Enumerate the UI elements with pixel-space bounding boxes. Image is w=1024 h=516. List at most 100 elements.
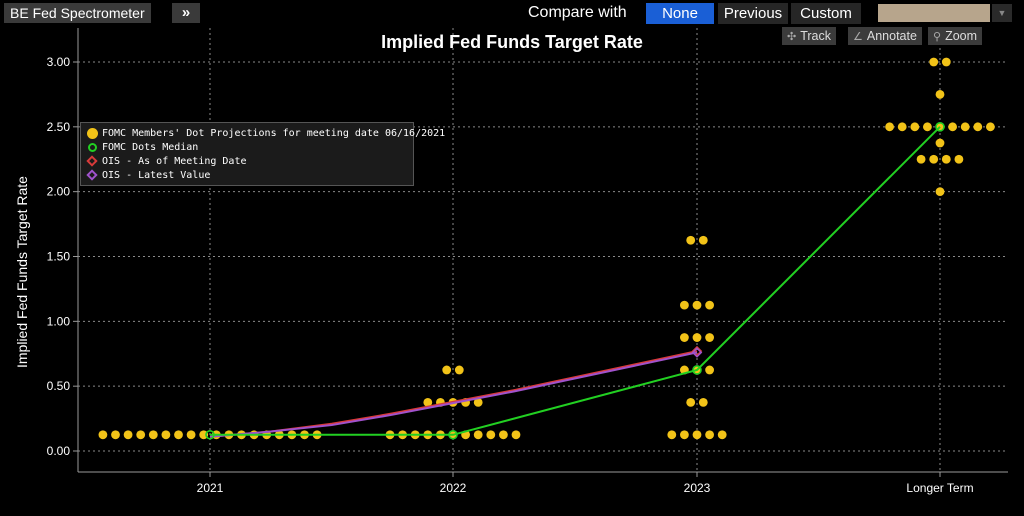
fomc-dot — [486, 430, 496, 440]
fomc-dot — [698, 397, 708, 407]
legend-median-symbol — [88, 142, 97, 152]
x-tick-label: 2021 — [197, 481, 224, 495]
y-tick-label: 1.50 — [47, 249, 71, 263]
fomc-dot — [148, 430, 158, 440]
y-tick-label: 3.00 — [47, 55, 71, 69]
legend-label-dots: FOMC Members' Dot Projections for meetin… — [102, 128, 446, 139]
fomc-dot — [473, 430, 483, 440]
fomc-dot — [698, 235, 708, 245]
fomc-dot — [680, 300, 689, 310]
fomc-dot — [161, 430, 171, 440]
y-tick-label: 1.00 — [47, 314, 71, 328]
fomc-dot — [717, 430, 727, 440]
y-tick-label: 0.50 — [47, 379, 71, 393]
fomc-dot — [692, 430, 702, 440]
fomc-dot — [705, 333, 714, 342]
legend-label-ois-latest: OIS - Latest Value — [102, 170, 211, 181]
fomc-dot — [897, 122, 907, 132]
ois-end-marker — [691, 347, 703, 358]
fomc-dot — [705, 365, 714, 375]
x-tick-label: 2023 — [684, 481, 711, 495]
fomc-dot — [111, 430, 120, 440]
fomc-dot — [705, 300, 714, 310]
legend-label-ois-meeting: OIS - As of Meeting Date — [102, 156, 247, 167]
fomc-dot — [935, 90, 945, 99]
fomc-dot — [935, 187, 945, 197]
median-point — [935, 122, 945, 132]
legend-ois-meeting-symbol — [86, 155, 98, 167]
fomc-dot — [941, 57, 951, 67]
fomc-dot — [910, 122, 920, 132]
fomc-dot — [186, 430, 196, 440]
fomc-dot — [174, 430, 183, 440]
x-tick-label: Longer Term — [906, 481, 973, 495]
fomc-dot — [986, 122, 995, 132]
fomc-dot — [954, 154, 964, 164]
fomc-dot — [692, 300, 702, 310]
fomc-dot — [123, 430, 133, 440]
fomc-dot — [499, 430, 508, 440]
fomc-dot — [960, 122, 970, 132]
function-title[interactable]: BE Fed Spectrometer — [4, 3, 151, 23]
fomc-dot — [935, 138, 945, 148]
legend-item-ois-meeting: OIS - As of Meeting Date — [86, 155, 247, 168]
dropdown-arrow-icon[interactable]: ▼ — [992, 4, 1012, 22]
compare-option-none[interactable]: None — [646, 3, 714, 24]
x-tick-label: 2022 — [440, 481, 467, 495]
y-tick-label: 2.50 — [47, 120, 71, 134]
fomc-dot — [98, 430, 108, 440]
median-point — [448, 429, 458, 440]
y-tick-label: 0.00 — [47, 444, 71, 458]
legend-ois-latest-symbol — [86, 169, 98, 181]
chart-legend[interactable]: FOMC Members' Dot Projections for meetin… — [80, 122, 445, 186]
fomc-dot — [680, 430, 689, 440]
fomc-dot — [136, 430, 146, 440]
legend-item-ois-latest: OIS - Latest Value — [86, 169, 211, 182]
compare-option-previous[interactable]: Previous — [718, 3, 788, 24]
fomc-dot — [423, 397, 433, 407]
zoom-tool-label: Zoom — [945, 29, 978, 43]
fomc-dot — [686, 235, 696, 245]
fomc-dot — [511, 430, 521, 440]
compare-label: Compare with — [528, 4, 627, 21]
fomc-dot — [473, 397, 483, 407]
fomc-dot — [705, 430, 714, 440]
median-line — [210, 126, 941, 436]
zoom-icon: ⚲ — [933, 31, 942, 43]
fomc-dot — [929, 154, 939, 164]
fomc-dot — [442, 365, 452, 375]
track-tool-button[interactable]: ✣ Track — [782, 27, 837, 45]
legend-item-dots: FOMC Members' Dot Projections for meetin… — [87, 127, 445, 140]
zoom-tool-button[interactable]: ⚲ Zoom — [928, 27, 983, 45]
y-tick-label: 2.00 — [47, 185, 71, 199]
fomc-dot — [686, 397, 696, 407]
median-point — [205, 429, 215, 440]
fomc-dot — [667, 430, 677, 440]
crosshair-icon: ✣ — [787, 31, 797, 43]
ois-latest-line — [209, 351, 698, 438]
function-toolbar: BE Fed Spectrometer » Compare with None … — [0, 0, 1024, 26]
fomc-dot — [973, 122, 983, 132]
fomc-dot — [885, 122, 894, 132]
legend-label-median: FOMC Dots Median — [102, 142, 199, 153]
legend-item-median: FOMC Dots Median — [87, 141, 198, 154]
legend-dot-symbol — [87, 127, 98, 139]
y-axis-label: Implied Fed Funds Target Rate — [14, 176, 30, 368]
track-tool-label: Track — [800, 29, 832, 43]
chart-area — [8, 26, 1020, 500]
custom-compare-input[interactable] — [878, 4, 990, 22]
annotate-tool-label: Annotate — [866, 29, 917, 43]
compare-option-custom[interactable]: Custom — [791, 3, 861, 24]
expand-chevron-icon[interactable]: » — [172, 3, 200, 23]
fomc-dot — [923, 122, 932, 132]
fomc-dot — [680, 333, 689, 342]
fomc-dot — [929, 57, 939, 67]
fomc-dot — [454, 365, 464, 375]
fomc-dot — [941, 154, 951, 164]
median-point — [692, 365, 702, 375]
annotate-icon: ∠ — [853, 31, 863, 43]
fomc-dot — [916, 154, 926, 164]
annotate-tool-button[interactable]: ∠ Annotate — [848, 27, 922, 45]
fomc-dot — [948, 122, 957, 132]
